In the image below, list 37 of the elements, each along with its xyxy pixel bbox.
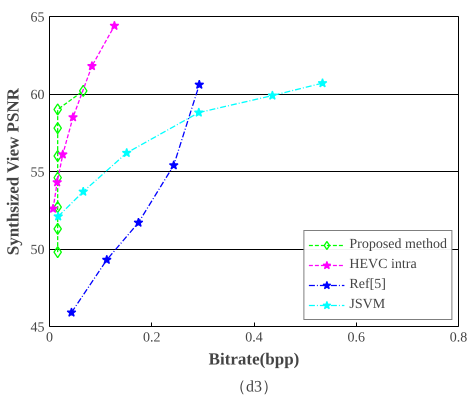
- point: [78, 84, 88, 98]
- point: [78, 186, 88, 196]
- y-axis-title: Synthsized View PSNR: [4, 87, 22, 256]
- x-tick-label: 0: [46, 330, 53, 346]
- y-tick-label: 55: [30, 166, 44, 180]
- x-tick-label: 0.4: [245, 330, 263, 346]
- point: [68, 112, 78, 122]
- legend-label: Ref[5]: [349, 276, 386, 294]
- x-axis-title: Bitrate(bpp): [208, 350, 300, 368]
- point: [194, 107, 204, 117]
- point: [53, 211, 64, 221]
- point: [318, 78, 328, 88]
- point: [102, 254, 112, 264]
- legend-label: Proposed method: [349, 236, 447, 254]
- x-tick-label: 0.2: [143, 330, 160, 346]
- text: （d3）: [230, 378, 278, 396]
- point: [66, 307, 76, 317]
- point: [194, 80, 204, 89]
- point: [50, 204, 58, 213]
- point: [110, 20, 120, 30]
- legend-label: JSVM: [349, 296, 386, 314]
- y-tick-label: 45: [30, 320, 44, 336]
- legend-label: HEVC intra: [349, 256, 417, 274]
- point: [53, 222, 62, 235]
- point: [168, 160, 179, 170]
- point: [122, 148, 132, 158]
- point: [58, 149, 68, 159]
- point: [52, 177, 62, 187]
- point: [53, 201, 62, 214]
- x-tick-label: 0.8: [450, 330, 468, 346]
- point: [87, 60, 97, 70]
- y-tick-label: 65: [30, 10, 44, 26]
- y-tick-label: 50: [30, 243, 44, 258]
- point: [134, 218, 144, 227]
- y-tick-label: 60: [30, 88, 44, 103]
- point: [267, 90, 278, 100]
- x-tick-label: 0.6: [348, 330, 365, 346]
